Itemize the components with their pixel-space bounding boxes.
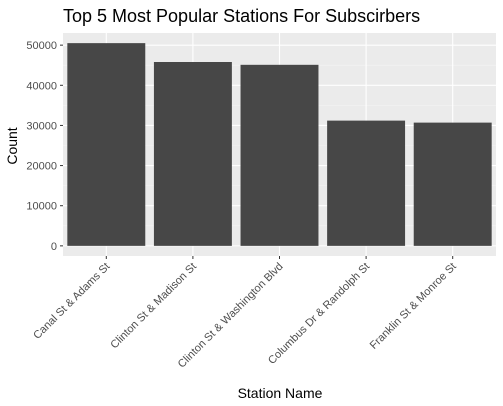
- y-axis: 0 10000 20000 30000 40000 50000: [26, 40, 63, 253]
- bar: [327, 120, 406, 246]
- y-tick-label: 40000: [26, 80, 57, 92]
- bar: [153, 62, 232, 246]
- bar: [413, 122, 492, 246]
- bars: [67, 43, 492, 246]
- y-tick-label: 50000: [26, 40, 57, 52]
- x-tick-label: Clinton St & Madison St: [108, 261, 199, 352]
- bar: [240, 64, 319, 246]
- y-tick-label: 20000: [26, 161, 57, 173]
- x-tick-label: Canal St & Adams St: [31, 261, 112, 342]
- chart-title: Top 5 Most Popular Stations For Subscirb…: [63, 6, 420, 26]
- y-tick-label: 0: [51, 241, 57, 253]
- x-axis-title: Station Name: [238, 385, 323, 401]
- y-tick-label: 30000: [26, 120, 57, 132]
- y-axis-title: Count: [4, 127, 20, 164]
- bar: [67, 43, 146, 246]
- x-tick-label: Columbus Dr & Randolph St: [266, 261, 372, 367]
- x-tick-label: Franklin St & Monroe St: [368, 261, 459, 352]
- y-tick-label: 10000: [26, 201, 57, 213]
